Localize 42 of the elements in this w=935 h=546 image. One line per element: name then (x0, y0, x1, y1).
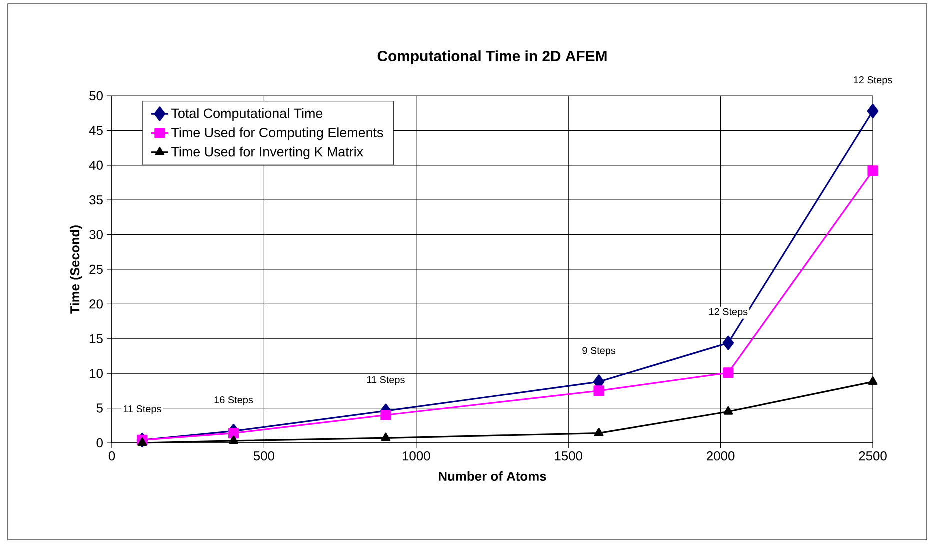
y-tick-label: 25 (90, 264, 103, 274)
annotation: 11 Steps (124, 406, 162, 415)
point (594, 386, 604, 396)
y-tick-label: 45 (89, 126, 103, 136)
point (229, 436, 238, 444)
y-axis-title: Time (Second) (70, 226, 82, 314)
y-tick-label: 10 (90, 369, 103, 378)
y-tick-label: 15 (90, 334, 103, 344)
point (228, 428, 240, 439)
point (723, 368, 734, 378)
y-tick-label: 20 (90, 300, 103, 309)
y-tick-label: 40 (89, 160, 103, 170)
point (594, 428, 604, 436)
point (722, 336, 734, 350)
chart-title: Computational Time in 2D AFEM (378, 50, 607, 64)
annotation: 9 Steps (582, 347, 616, 356)
x-tick-label: 0 (108, 452, 116, 461)
x-tick-label: 2500 (859, 452, 887, 461)
y-tick-label: 30 (90, 230, 103, 240)
point (380, 410, 392, 421)
annotation: 11 Steps (367, 376, 405, 386)
x-tick-label: 2000 (707, 452, 735, 461)
point (868, 166, 878, 176)
x-tick-label: 1500 (555, 452, 583, 461)
y-tick-label: 50 (90, 91, 103, 101)
point (138, 438, 148, 446)
x-tick-label: 500 (254, 452, 274, 461)
y-tick-label: 5 (96, 404, 103, 413)
y-tick-label: 35 (90, 196, 103, 205)
annotation: 12 Steps (710, 308, 748, 318)
y-tick-label: 0 (96, 438, 103, 448)
point (724, 406, 734, 415)
x-tick-label: 1000 (402, 452, 430, 461)
legend-label: Time Used for Inverting K Matrix (172, 146, 364, 160)
x-axis-title: Number of Atoms (439, 472, 546, 482)
annotation: 12 Steps (854, 76, 892, 86)
legend-label: Total Computational Time (172, 108, 323, 121)
point (868, 376, 878, 385)
annotation: 16 Steps (214, 396, 254, 406)
point (867, 104, 879, 119)
point (381, 432, 391, 442)
legend-label: Time Used for Computing Elements (172, 128, 384, 140)
